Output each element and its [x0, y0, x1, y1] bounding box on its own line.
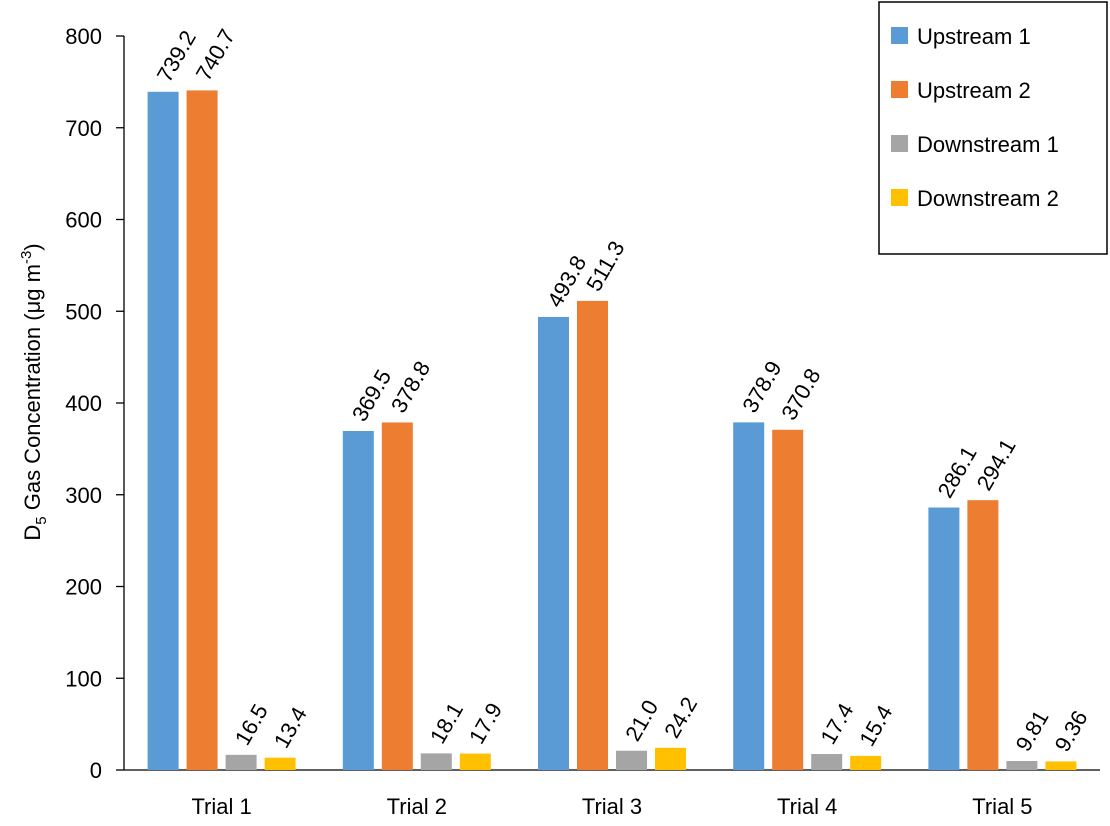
y-axis-title: D5 Gas Concentration (μg m-3)	[18, 243, 50, 540]
legend-box	[878, 1, 1108, 255]
legend: Upstream 1 Upstream 2 Downstream 1 Downstre…	[878, 1, 1108, 255]
data-label: 16.5	[230, 700, 273, 750]
data-label: 17.4	[815, 699, 858, 749]
data-label: 18.1	[425, 698, 468, 748]
bar	[264, 757, 296, 770]
y-tick-label: 0	[90, 758, 102, 783]
y-tick-label: 200	[65, 575, 102, 600]
y-tick-label: 600	[65, 208, 102, 233]
bar	[459, 753, 491, 770]
data-label: 294.1	[972, 434, 1021, 494]
bar	[420, 753, 452, 770]
x-category-label: Trial 5	[972, 794, 1032, 819]
data-label: 13.4	[269, 703, 312, 753]
x-category-label: Trial 2	[387, 794, 447, 819]
bar	[147, 91, 179, 770]
data-label: 21.0	[620, 696, 663, 746]
y-axis-title-sub: 5	[33, 516, 50, 524]
legend-label: Upstream 2	[917, 78, 1031, 103]
bar	[655, 747, 686, 770]
bar	[381, 422, 413, 770]
legend-label: Downstream 1	[917, 132, 1059, 157]
bar	[538, 316, 569, 770]
legend-label: Upstream 1	[917, 24, 1031, 49]
data-label: 15.4	[854, 701, 897, 751]
y-tick-label: 300	[65, 483, 102, 508]
bar	[850, 755, 882, 770]
bars	[147, 90, 1077, 770]
y-axis-title-main: D	[20, 525, 45, 541]
y-tick-label: 400	[65, 391, 102, 416]
legend-swatch	[891, 189, 908, 206]
data-label: 740.7	[191, 25, 240, 85]
bar	[1006, 760, 1038, 770]
bar	[342, 430, 374, 770]
y-tick-label: 100	[65, 666, 102, 691]
y-axis: 0 100 200 300 400 500 600 700 800	[65, 24, 125, 783]
bar	[772, 429, 804, 770]
legend-label: Downstream 2	[917, 186, 1059, 211]
legend-swatch	[891, 135, 908, 152]
data-label: 286.1	[933, 442, 982, 502]
x-axis: Trial 1 Trial 2 Trial 3 Trial 4 Trial 5	[124, 769, 1100, 819]
data-label: 24.2	[659, 693, 702, 743]
bar	[577, 300, 608, 770]
y-tick-label: 800	[65, 24, 102, 49]
data-label: 9.81	[1011, 706, 1054, 756]
x-category-label: Trial 3	[582, 794, 642, 819]
y-tick-label: 700	[65, 116, 102, 141]
bar	[225, 754, 257, 770]
y-tick-label: 500	[65, 299, 102, 324]
bar	[811, 754, 843, 770]
y-axis-title-sup: -3	[18, 251, 35, 264]
bar	[967, 500, 999, 770]
legend-swatch	[891, 81, 908, 98]
bar	[1045, 761, 1077, 770]
data-label: 9.36	[1050, 706, 1093, 756]
y-axis-title-end: )	[20, 243, 45, 250]
bar	[186, 90, 218, 770]
bar	[616, 750, 647, 770]
bar	[928, 507, 960, 770]
y-axis-title-rest: Gas Concentration (μg m	[20, 264, 45, 516]
data-label: 369.5	[347, 365, 396, 425]
data-label: 739.2	[152, 26, 201, 86]
x-category-label: Trial 1	[191, 794, 251, 819]
bar	[733, 422, 765, 770]
x-category-label: Trial 4	[777, 794, 837, 819]
data-label: 378.8	[386, 357, 435, 417]
data-label: 17.9	[464, 698, 507, 748]
legend-swatch	[891, 27, 908, 44]
